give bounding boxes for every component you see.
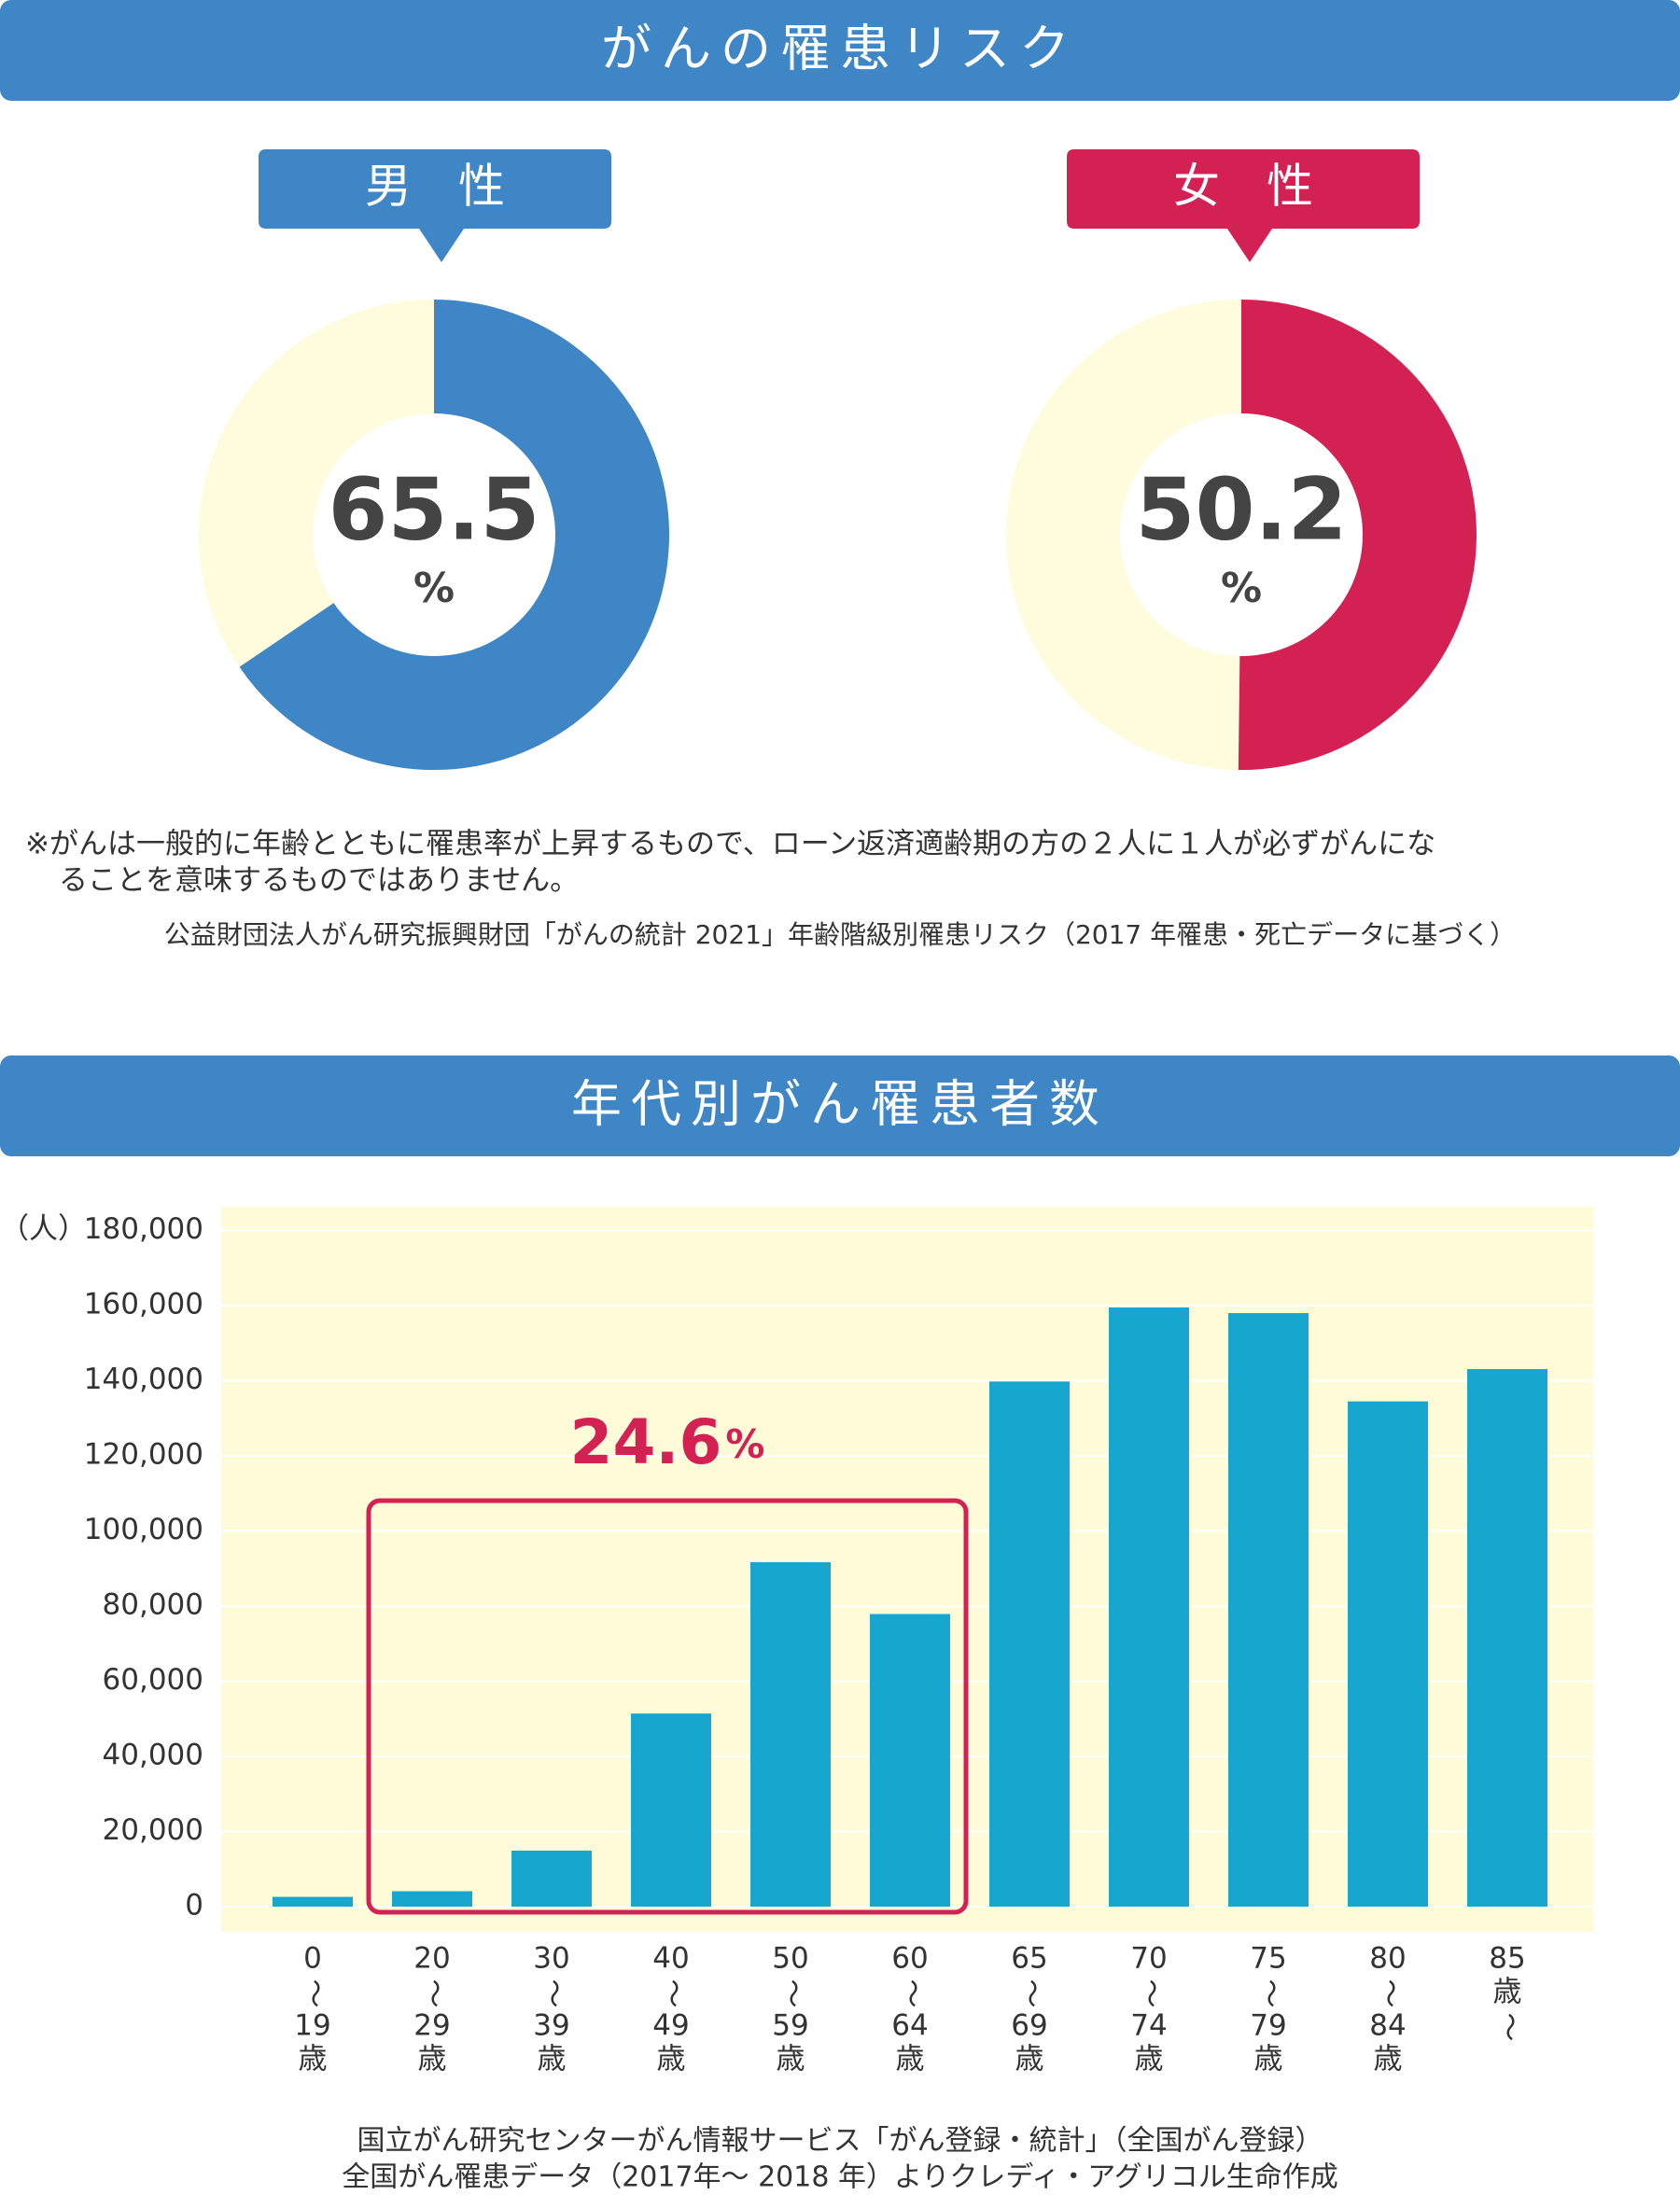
label-box	[1067, 149, 1420, 262]
x-tick-label: 60	[891, 1942, 928, 1976]
donut-value: 65.5	[329, 459, 540, 559]
highlight-box	[366, 1498, 969, 1915]
x-tick-label: 歳	[1015, 2043, 1044, 2076]
x-tick-label: 84	[1369, 2009, 1406, 2043]
donut-segment	[239, 300, 669, 770]
donut-segment	[1238, 300, 1477, 770]
bar	[1228, 1313, 1309, 1907]
x-tick-label: 79	[1250, 2009, 1286, 2043]
x-tick-label: 〜	[1015, 1979, 1048, 2008]
x-tick-label: 歳	[1374, 2043, 1403, 2076]
x-tick-label: 歳	[777, 2043, 805, 2076]
y-tick-label: 120,000	[84, 1438, 203, 1472]
label-box	[259, 149, 611, 262]
donut-value: 50.2	[1136, 459, 1348, 559]
x-tick-label: 〜	[1492, 2013, 1526, 2042]
x-tick-label: 39	[533, 2009, 569, 2043]
x-tick-label: 〜	[1134, 1979, 1168, 2008]
x-tick-label: 49	[652, 2009, 689, 2043]
y-axis-label: （人）	[0, 1212, 87, 1246]
donut-label: 男 性	[365, 160, 505, 214]
x-tick-label: 20	[413, 1942, 450, 1976]
bar	[870, 1614, 950, 1907]
y-tick-label: 180,000	[84, 1212, 203, 1246]
x-tick-label: 歳	[418, 2043, 447, 2076]
section-title: がんの罹患リスク	[601, 20, 1079, 78]
bar	[511, 1851, 592, 1907]
source: 国立がん研究センターがん情報サービス「がん登録・統計」（全国がん登録）	[357, 2125, 1323, 2158]
annotation-value: 24.6	[570, 1406, 722, 1478]
x-tick-label: 85	[1489, 1942, 1525, 1976]
source: 公益財団法人がん研究振興財団「がんの統計 2021」年齢階級別罹患リスク（201…	[164, 919, 1516, 950]
bar	[392, 1891, 472, 1907]
bar	[989, 1381, 1070, 1907]
y-tick-label: 0	[185, 1889, 203, 1922]
x-tick-label: 〜	[895, 1979, 929, 2008]
x-tick-label: 50	[772, 1942, 808, 1976]
x-tick-label: 〜	[537, 1979, 570, 2008]
annotation-unit: %	[725, 1421, 764, 1467]
x-tick-label: 歳	[896, 2043, 925, 2076]
y-tick-label: 100,000	[84, 1513, 203, 1546]
x-tick-label: 69	[1011, 2009, 1047, 2043]
note: ることを意味するものではありません。	[59, 864, 579, 898]
x-tick-label: 〜	[1253, 1979, 1287, 2008]
x-tick-label: 歳	[1254, 2043, 1283, 2076]
y-tick-label: 40,000	[103, 1739, 203, 1772]
source: 全国がん罹患データ（2017年〜 2018 年）よりクレディ・アグリコル生命作成	[342, 2161, 1338, 2194]
x-tick-label: 75	[1250, 1942, 1286, 1976]
donut-unit: %	[413, 565, 455, 612]
x-tick-label: 歳	[538, 2043, 567, 2076]
x-tick-label: 歳	[657, 2043, 686, 2076]
bar	[1109, 1307, 1189, 1907]
x-tick-label: 30	[533, 1942, 569, 1976]
y-tick-label: 20,000	[103, 1813, 203, 1847]
bar	[750, 1561, 831, 1907]
y-tick-label: 80,000	[103, 1588, 203, 1622]
x-tick-label: 〜	[298, 1979, 331, 2008]
x-tick-label: 65	[1011, 1942, 1047, 1976]
x-tick-label: 歳	[1135, 2043, 1164, 2076]
x-tick-label: 歳	[299, 2043, 328, 2076]
x-tick-label: 〜	[776, 1979, 809, 2008]
y-tick-label: 60,000	[103, 1663, 203, 1697]
donut-unit: %	[1221, 565, 1262, 612]
x-tick-label: 64	[891, 2009, 928, 2043]
x-tick-label: 〜	[656, 1979, 690, 2008]
x-tick-label: 〜	[417, 1979, 451, 2008]
x-tick-label: 80	[1369, 1942, 1406, 1976]
x-tick-label: 19	[294, 2009, 330, 2043]
y-tick-label: 160,000	[84, 1288, 203, 1321]
x-tick-label: 70	[1130, 1942, 1167, 1976]
bar	[273, 1896, 353, 1907]
x-tick-label: 29	[413, 2009, 450, 2043]
y-tick-label: 140,000	[84, 1363, 203, 1396]
x-tick-label: 〜	[1373, 1979, 1407, 2008]
section-title: 年代別がん罹患者数	[571, 1075, 1109, 1134]
x-tick-label: 59	[772, 2009, 808, 2043]
donut-label: 女 性	[1173, 160, 1313, 214]
annotation: 24.6%	[570, 1406, 765, 1478]
x-tick-label: 0	[303, 1942, 322, 1976]
x-tick-label: 歳	[1493, 1976, 1522, 2009]
note: ※がんは一般的に年齢とともに罹患率が上昇するもので、ローン返済適齢期の方の２人に…	[25, 828, 1435, 861]
bar	[1348, 1401, 1428, 1907]
bar	[631, 1713, 711, 1907]
x-tick-label: 40	[652, 1942, 689, 1976]
section-header	[0, 0, 1680, 101]
x-tick-label: 74	[1130, 2009, 1167, 2043]
bar	[1467, 1369, 1547, 1907]
section-header	[0, 1056, 1680, 1156]
